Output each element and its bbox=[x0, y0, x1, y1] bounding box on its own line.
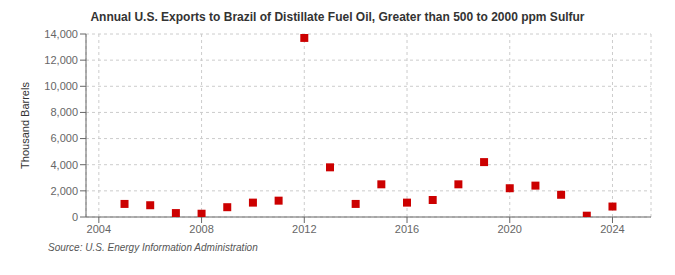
svg-text:2024: 2024 bbox=[600, 223, 624, 235]
html-text:Annual U.S. Exports to Brazil: Annual U.S. Exports to Brazil of Distill… bbox=[90, 10, 585, 24]
svg-text:12,000: 12,000 bbox=[44, 54, 78, 66]
svg-text:0: 0 bbox=[72, 211, 78, 223]
svg-text:Thousand Barrels: Thousand Barrels bbox=[19, 82, 31, 169]
svg-text:4,000: 4,000 bbox=[50, 159, 78, 171]
svg-text:2020: 2020 bbox=[498, 223, 522, 235]
svg-text:10,000: 10,000 bbox=[44, 80, 78, 92]
svg-text:2,000: 2,000 bbox=[50, 185, 78, 197]
svg-text:2008: 2008 bbox=[189, 223, 213, 235]
svg-text:2016: 2016 bbox=[395, 223, 419, 235]
svg-text:14,000: 14,000 bbox=[44, 28, 78, 40]
svg-text:2012: 2012 bbox=[292, 223, 316, 235]
svg-text:2004: 2004 bbox=[87, 223, 111, 235]
svg-text:6,000: 6,000 bbox=[50, 132, 78, 144]
svg-text:8,000: 8,000 bbox=[50, 106, 78, 118]
html-text:Source: U.S. Energy Informatio: Source: U.S. Energy Information Administ… bbox=[48, 242, 258, 253]
